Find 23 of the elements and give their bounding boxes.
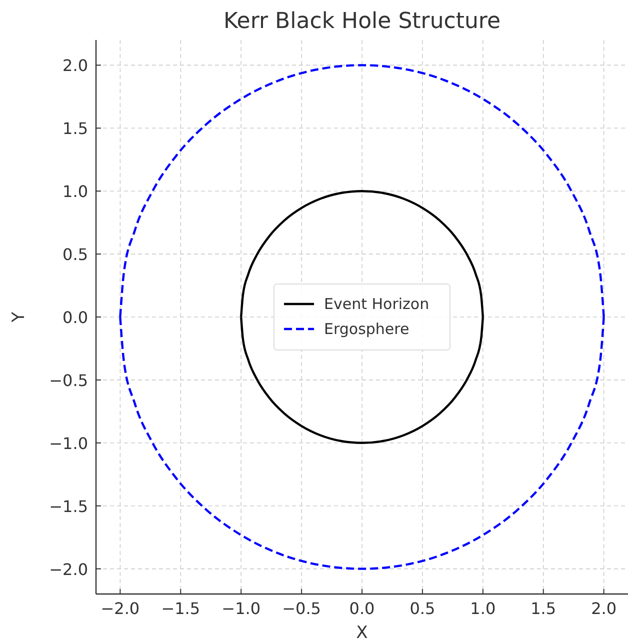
y-tick-label: 2.0 (62, 56, 88, 76)
y-tick-label: −0.5 (49, 370, 88, 390)
x-tick-label: 2.0 (591, 599, 617, 618)
y-tick-label: 0.5 (62, 245, 88, 264)
y-tick-label: 1.5 (62, 119, 88, 138)
x-tick-label: −1.0 (222, 599, 261, 618)
x-tick-label: −0.5 (282, 599, 321, 618)
y-tick-label: −1.5 (49, 496, 88, 516)
y-axis-title: Y (9, 311, 29, 324)
y-tick-label: 1.0 (62, 182, 88, 202)
x-tick-label: −1.5 (161, 599, 200, 618)
x-tick-label: 1.5 (530, 599, 556, 618)
legend-label: Ergosphere (324, 320, 410, 338)
y-tick-label: 0.0 (62, 308, 88, 327)
y-tick-label: −1.0 (49, 434, 88, 453)
x-tick-label: 0.5 (410, 599, 436, 618)
x-tick-label: −2.0 (100, 599, 140, 618)
x-tick-label: 0.0 (349, 599, 375, 618)
y-tick-label: −2.0 (49, 560, 88, 579)
x-axis-title: X (356, 623, 368, 643)
chart-title: Kerr Black Hole Structure (223, 9, 501, 34)
legend-label: Event Horizon (324, 295, 430, 313)
x-tick-label: 1.0 (470, 599, 496, 618)
